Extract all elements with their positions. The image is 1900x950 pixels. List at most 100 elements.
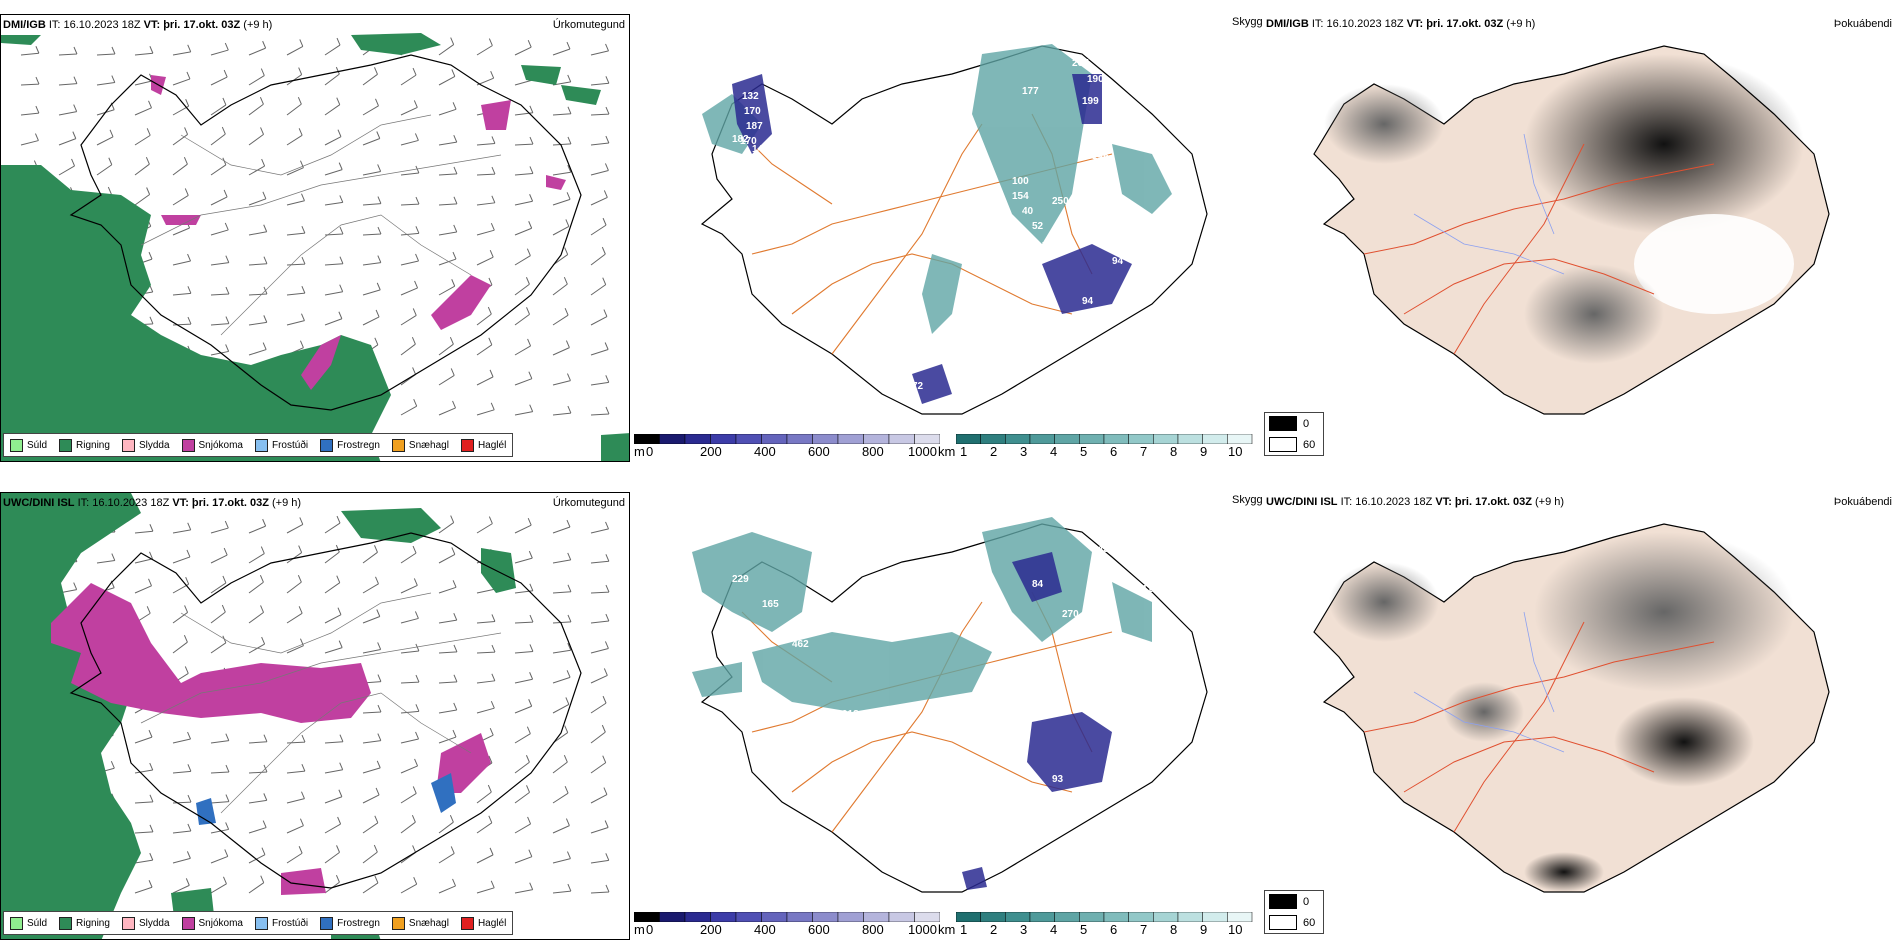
wind-barb — [590, 375, 610, 386]
wind-barb — [324, 226, 344, 236]
panel-title-precip: Úrkomutegund — [552, 497, 625, 509]
roads — [1363, 621, 1715, 833]
snow-area — [281, 868, 326, 895]
visibility-label: 154 — [1012, 191, 1029, 202]
colorbar-tick: 6 — [1110, 444, 1118, 459]
wind-barb — [172, 253, 192, 266]
wind-barb — [248, 734, 268, 744]
wind-barb — [514, 194, 534, 206]
wind-barb — [172, 635, 188, 654]
visibility-label: 177 — [1022, 86, 1039, 97]
colorbar-tick: 4 — [1050, 444, 1058, 459]
wind-barb — [172, 731, 192, 744]
wind-barb — [400, 578, 418, 594]
wind-barb — [248, 224, 268, 236]
wind-barb — [362, 642, 382, 654]
visibility-label: 94 — [1082, 296, 1094, 307]
wind-barb — [590, 724, 606, 744]
snow-area — [546, 175, 566, 190]
wind-barb — [58, 131, 77, 146]
wind-barb — [438, 814, 454, 834]
legend-label: Súld — [27, 917, 48, 929]
legend-swatch — [254, 438, 268, 452]
wind-barb — [248, 40, 267, 56]
blue-low-visibility-area — [732, 74, 1132, 404]
legend-label: Frostregn — [337, 917, 380, 929]
colorbar-cell — [634, 912, 660, 922]
wind-barb — [362, 576, 379, 594]
visibility-colorbar-km: km 1 2 3 4 5 6 7 8 9 10 — [938, 434, 1256, 460]
wind-barb — [400, 196, 420, 206]
rain-area — [561, 85, 601, 105]
colorbar-cell — [1054, 434, 1080, 444]
visibility-label: 108 — [1177, 186, 1194, 197]
visibility-label: 141 — [992, 311, 1009, 322]
wind-barb — [514, 39, 532, 56]
wind-barb — [400, 67, 417, 86]
wind-barb — [552, 754, 568, 774]
colorbar-cell — [1103, 912, 1129, 922]
colorbar-cell — [812, 912, 839, 922]
iceland-coastline — [69, 54, 582, 411]
wind-barb — [438, 729, 457, 744]
wind-barb — [514, 849, 533, 864]
colorbar-cell — [659, 912, 686, 922]
visibility-label: 132 — [742, 91, 759, 102]
wind-barb — [362, 131, 381, 146]
wind-barb — [590, 755, 607, 774]
wind-barb — [552, 219, 570, 236]
cloud-legend: 0 60 — [1264, 412, 1324, 456]
wind-barb — [400, 399, 418, 416]
colorbar-cell — [735, 912, 762, 922]
cloud-shading — [1324, 54, 1804, 364]
colorbar-tick: 1 — [960, 922, 968, 937]
visibility-colorbar-m: m 0 200 400 600 800 1000 — [634, 434, 940, 460]
valid-time-label: VT: — [172, 497, 189, 509]
wind-barb — [172, 71, 191, 86]
model-name: UWC/DINI ISL — [3, 497, 75, 509]
wind-barb — [286, 67, 303, 86]
visibility-label: 77 — [922, 874, 934, 885]
wind-barb — [96, 553, 116, 564]
colorbar-cell — [1103, 434, 1129, 444]
wind-barb — [476, 700, 495, 714]
wind-barb — [438, 547, 456, 564]
snow-area — [51, 583, 371, 723]
visibility-map-bottom: 229 165 462 918 26 66 84 270 183 200 116 443 105 93 86… — [692, 517, 1208, 893]
wind-barb — [476, 222, 495, 236]
colorbar-tick: 0 — [646, 444, 654, 459]
freezing-rain-area — [431, 773, 456, 813]
colorbar-cell — [735, 434, 762, 444]
wind-barb — [210, 547, 228, 564]
wind-barb — [552, 851, 571, 864]
wind-barb — [324, 311, 343, 326]
legend-swatch — [391, 916, 405, 930]
wind-barb — [172, 794, 192, 804]
wind-barb — [286, 545, 303, 564]
lead-time: (+9 h) — [1506, 18, 1536, 30]
legend-label: Frostregn — [337, 439, 380, 451]
visibility-label: 149 — [1097, 171, 1114, 182]
legend-swatch — [254, 916, 268, 930]
colorbar-tick: 9 — [1200, 922, 1208, 937]
wind-barb — [438, 102, 457, 116]
visibility-label: 93 — [1052, 774, 1064, 785]
legend-swatch — [59, 438, 73, 452]
wind-barb — [476, 784, 492, 804]
colorbar-cell — [863, 434, 890, 444]
wind-barb — [438, 878, 456, 894]
colorbar-cell — [1079, 434, 1105, 444]
visibility-label: 116 — [1142, 584, 1159, 595]
wind-barb — [590, 641, 609, 654]
legend-swatch — [181, 438, 195, 452]
visibility-label: 94 — [1112, 256, 1124, 267]
visibility-label: 250 — [1052, 196, 1069, 207]
wind-barb — [286, 285, 306, 296]
wind-barb — [286, 39, 304, 56]
wind-barb — [362, 844, 378, 864]
colorbar-cell — [1029, 912, 1055, 922]
colorbar-km-strip — [956, 912, 1253, 922]
visibility-label: 78 — [1052, 819, 1064, 830]
wind-barb — [514, 404, 534, 416]
wind-barb — [438, 166, 458, 176]
